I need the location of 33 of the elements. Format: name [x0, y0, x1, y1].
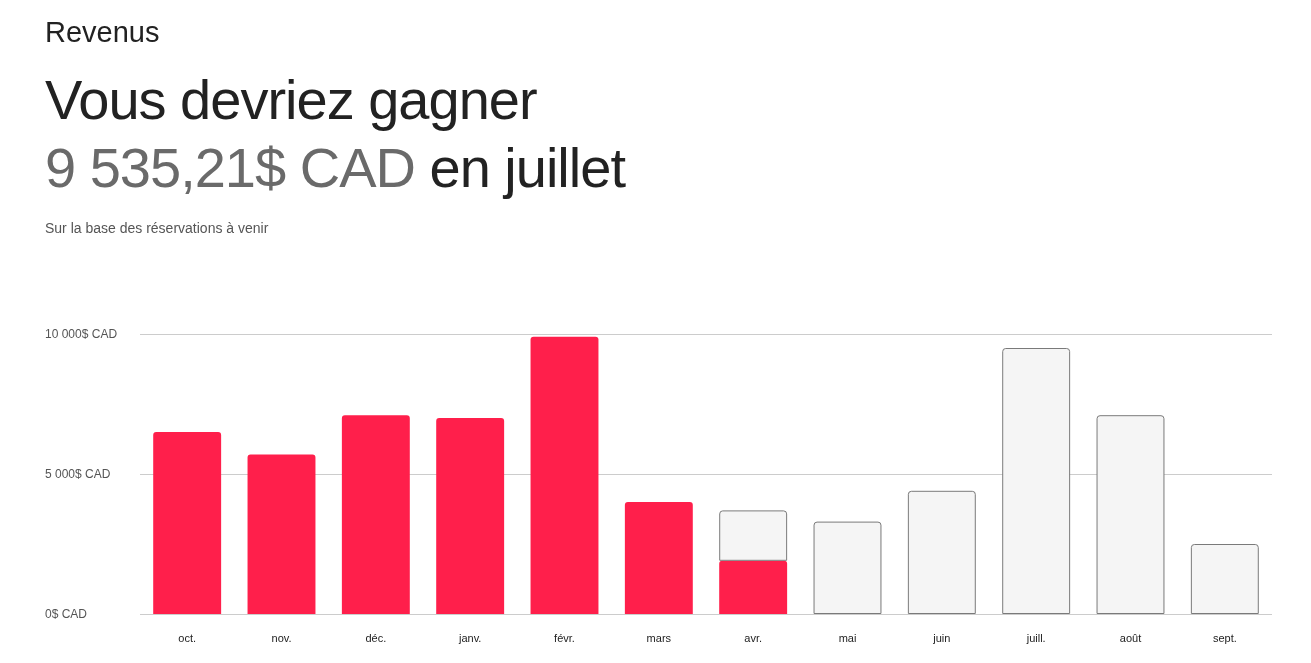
bar — [719, 510, 788, 561]
bar — [153, 432, 222, 614]
x-tick-label: janv. — [457, 631, 482, 644]
x-tick-label: nov. — [271, 631, 292, 644]
text: en juillet — [429, 136, 625, 199]
bar — [907, 490, 976, 614]
x-tick-label: juin — [932, 631, 951, 644]
bar — [247, 454, 316, 614]
y-tick-label: 0$ CAD — [45, 607, 88, 621]
x-tick-label: juill. — [1025, 631, 1046, 644]
bar — [436, 418, 505, 614]
bar — [1190, 544, 1259, 614]
chart-subtitle: Sur la base des réservations à venir — [45, 220, 269, 236]
bar — [1096, 415, 1165, 614]
x-tick-label: avr. — [744, 631, 763, 644]
x-tick-label: déc. — [365, 631, 387, 644]
text: 9 535,21$ CAD — [45, 136, 415, 199]
bar — [1002, 348, 1071, 614]
bar — [813, 521, 882, 614]
bar — [341, 415, 410, 614]
x-tick-label: mars — [646, 631, 672, 644]
bar — [530, 336, 599, 614]
bar — [719, 560, 788, 614]
x-tick-label: févr. — [554, 631, 575, 644]
x-tick-label: oct. — [178, 631, 197, 644]
x-tick-label: mai — [838, 631, 857, 644]
y-tick-label: 10 000$ CAD — [45, 327, 118, 341]
chart-title: Revenus — [45, 16, 160, 49]
y-tick-label: 5 000$ CAD — [45, 467, 111, 481]
text: Vous devriez gagner — [45, 67, 538, 133]
x-tick-label: août — [1119, 631, 1142, 644]
bar — [624, 502, 693, 614]
x-tick-label: sept. — [1212, 631, 1237, 644]
